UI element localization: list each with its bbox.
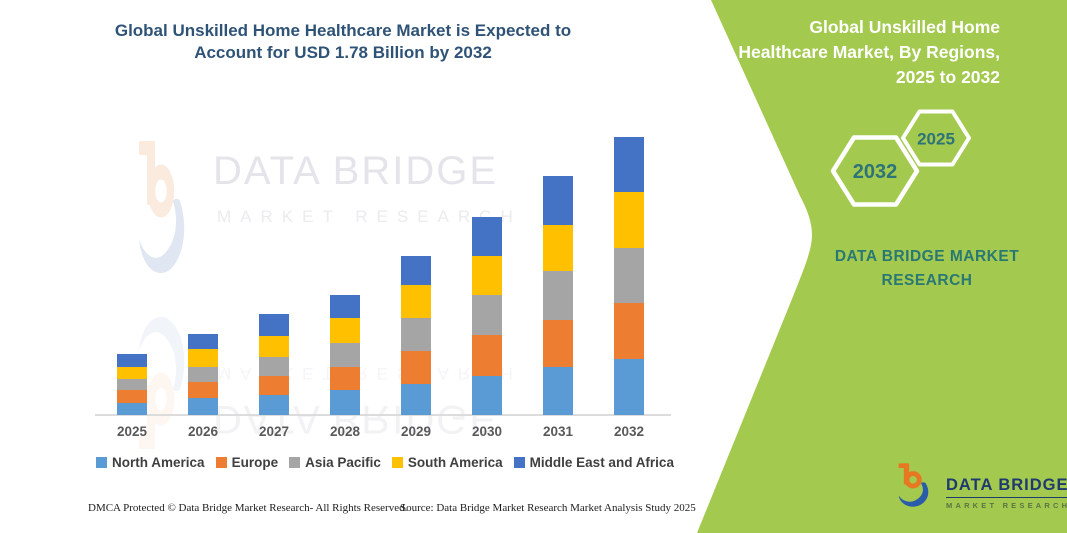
x-axis-line — [95, 414, 671, 416]
bar-segment-asia-pacific — [259, 357, 289, 377]
bar-2029 — [401, 255, 431, 415]
x-axis-label-2026: 2026 — [187, 424, 219, 439]
bar-segment-south-america — [472, 255, 502, 295]
bar-2026 — [188, 333, 218, 415]
bar-segment-europe — [543, 319, 573, 367]
x-axis-label-2031: 2031 — [542, 424, 574, 439]
side-panel-title: Global Unskilled Home Healthcare Market,… — [738, 17, 1000, 87]
bar-segment-north-america — [259, 394, 289, 415]
bar-segment-europe — [259, 376, 289, 395]
bar-segment-asia-pacific — [543, 271, 573, 320]
bar-segment-middle-east-and-africa — [117, 354, 147, 367]
bar-2031 — [543, 176, 573, 415]
legend-item-middle-east-and-africa: Middle East and Africa — [513, 455, 674, 470]
bar-2028 — [330, 294, 360, 415]
legend-label: Middle East and Africa — [529, 455, 674, 470]
x-axis-label-2025: 2025 — [116, 424, 148, 439]
bar-segment-asia-pacific — [401, 318, 431, 352]
bar-segment-middle-east-and-africa — [188, 333, 218, 350]
x-axis-label-2030: 2030 — [471, 424, 503, 439]
bar-segment-middle-east-and-africa — [330, 294, 360, 319]
legend-swatch-icon — [289, 457, 301, 468]
data-bridge-logo: DATA BRIDGE MARKET RESEARCH — [896, 462, 1067, 512]
bar-segment-south-america — [543, 224, 573, 272]
bar-segment-north-america — [117, 402, 147, 415]
bar-2027 — [259, 313, 289, 415]
bar-segment-europe — [117, 390, 147, 403]
legend-label: North America — [112, 455, 205, 470]
bar-2025 — [117, 354, 147, 415]
bar-segment-middle-east-and-africa — [401, 255, 431, 286]
bar-segment-south-america — [259, 335, 289, 358]
data-bridge-logo-icon — [896, 462, 938, 512]
legend-label: Europe — [231, 455, 279, 470]
logo-tagline: MARKET RESEARCH — [946, 501, 1067, 510]
chart-title: Global Unskilled Home Healthcare Market … — [114, 21, 572, 62]
logo-wordmark: DATA BRIDGE — [946, 476, 1067, 498]
bar-segment-south-america — [401, 285, 431, 319]
bar-segment-europe — [614, 302, 644, 359]
bar-segment-europe — [401, 351, 431, 384]
bar-2030 — [472, 216, 502, 415]
x-axis-label-2032: 2032 — [613, 424, 645, 439]
legend-swatch-icon — [513, 457, 525, 468]
chart-legend: North America Europe Asia Pacific South Ame… — [45, 455, 725, 470]
bar-segment-middle-east-and-africa — [472, 216, 502, 256]
bar-segment-europe — [472, 335, 502, 376]
bar-segment-europe — [330, 366, 360, 390]
legend-swatch-icon — [215, 457, 227, 468]
bar-segment-asia-pacific — [188, 366, 218, 383]
bar-segment-europe — [188, 382, 218, 398]
source-note: Source: Data Bridge Market Research Mark… — [400, 502, 696, 514]
legend-item-asia-pacific: Asia Pacific — [289, 455, 381, 470]
legend-item-south-america: South America — [391, 455, 503, 470]
legend-item-europe: Europe — [215, 455, 279, 470]
bar-segment-north-america — [543, 366, 573, 415]
bar-segment-north-america — [188, 397, 218, 415]
hexagon-2032-label: 2032 — [853, 161, 898, 183]
bar-segment-middle-east-and-africa — [614, 137, 644, 192]
bar-segment-asia-pacific — [117, 379, 147, 390]
bar-segment-asia-pacific — [330, 343, 360, 367]
hexagon-2025 — [901, 109, 971, 167]
legend-swatch-icon — [96, 457, 108, 468]
bar-segment-south-america — [117, 366, 147, 380]
plot-area: 2025 2026 2027 2028 2029 2030 2031 2032 — [95, 137, 671, 439]
bar-segment-north-america — [472, 376, 502, 415]
x-axis-label-2028: 2028 — [329, 424, 361, 439]
legend-swatch-icon — [391, 457, 403, 468]
legend-label: Asia Pacific — [305, 455, 381, 470]
bar-segment-south-america — [330, 318, 360, 344]
hexagon-2025-label: 2025 — [917, 130, 955, 149]
bar-segment-asia-pacific — [614, 248, 644, 303]
bar-segment-north-america — [401, 383, 431, 415]
bar-segment-north-america — [330, 390, 360, 415]
side-panel-brand: DATA BRIDGE MARKET RESEARCH — [834, 248, 1020, 289]
bar-segment-middle-east-and-africa — [259, 313, 289, 336]
bar-segment-south-america — [188, 349, 218, 367]
x-axis-label-2029: 2029 — [400, 424, 432, 439]
bar-2032 — [614, 137, 644, 415]
x-axis-label-2027: 2027 — [258, 424, 290, 439]
legend-label: South America — [407, 455, 503, 470]
hexagon-2032 — [830, 135, 920, 207]
bar-segment-middle-east-and-africa — [543, 176, 573, 225]
year-hexagons: 2032 2025 — [830, 109, 971, 207]
bar-segment-north-america — [614, 358, 644, 415]
dmca-notice: DMCA Protected © Data Bridge Market Rese… — [88, 502, 408, 514]
bar-segment-asia-pacific — [472, 294, 502, 336]
legend-item-north-america: North America — [96, 455, 205, 470]
bar-segment-south-america — [614, 191, 644, 249]
